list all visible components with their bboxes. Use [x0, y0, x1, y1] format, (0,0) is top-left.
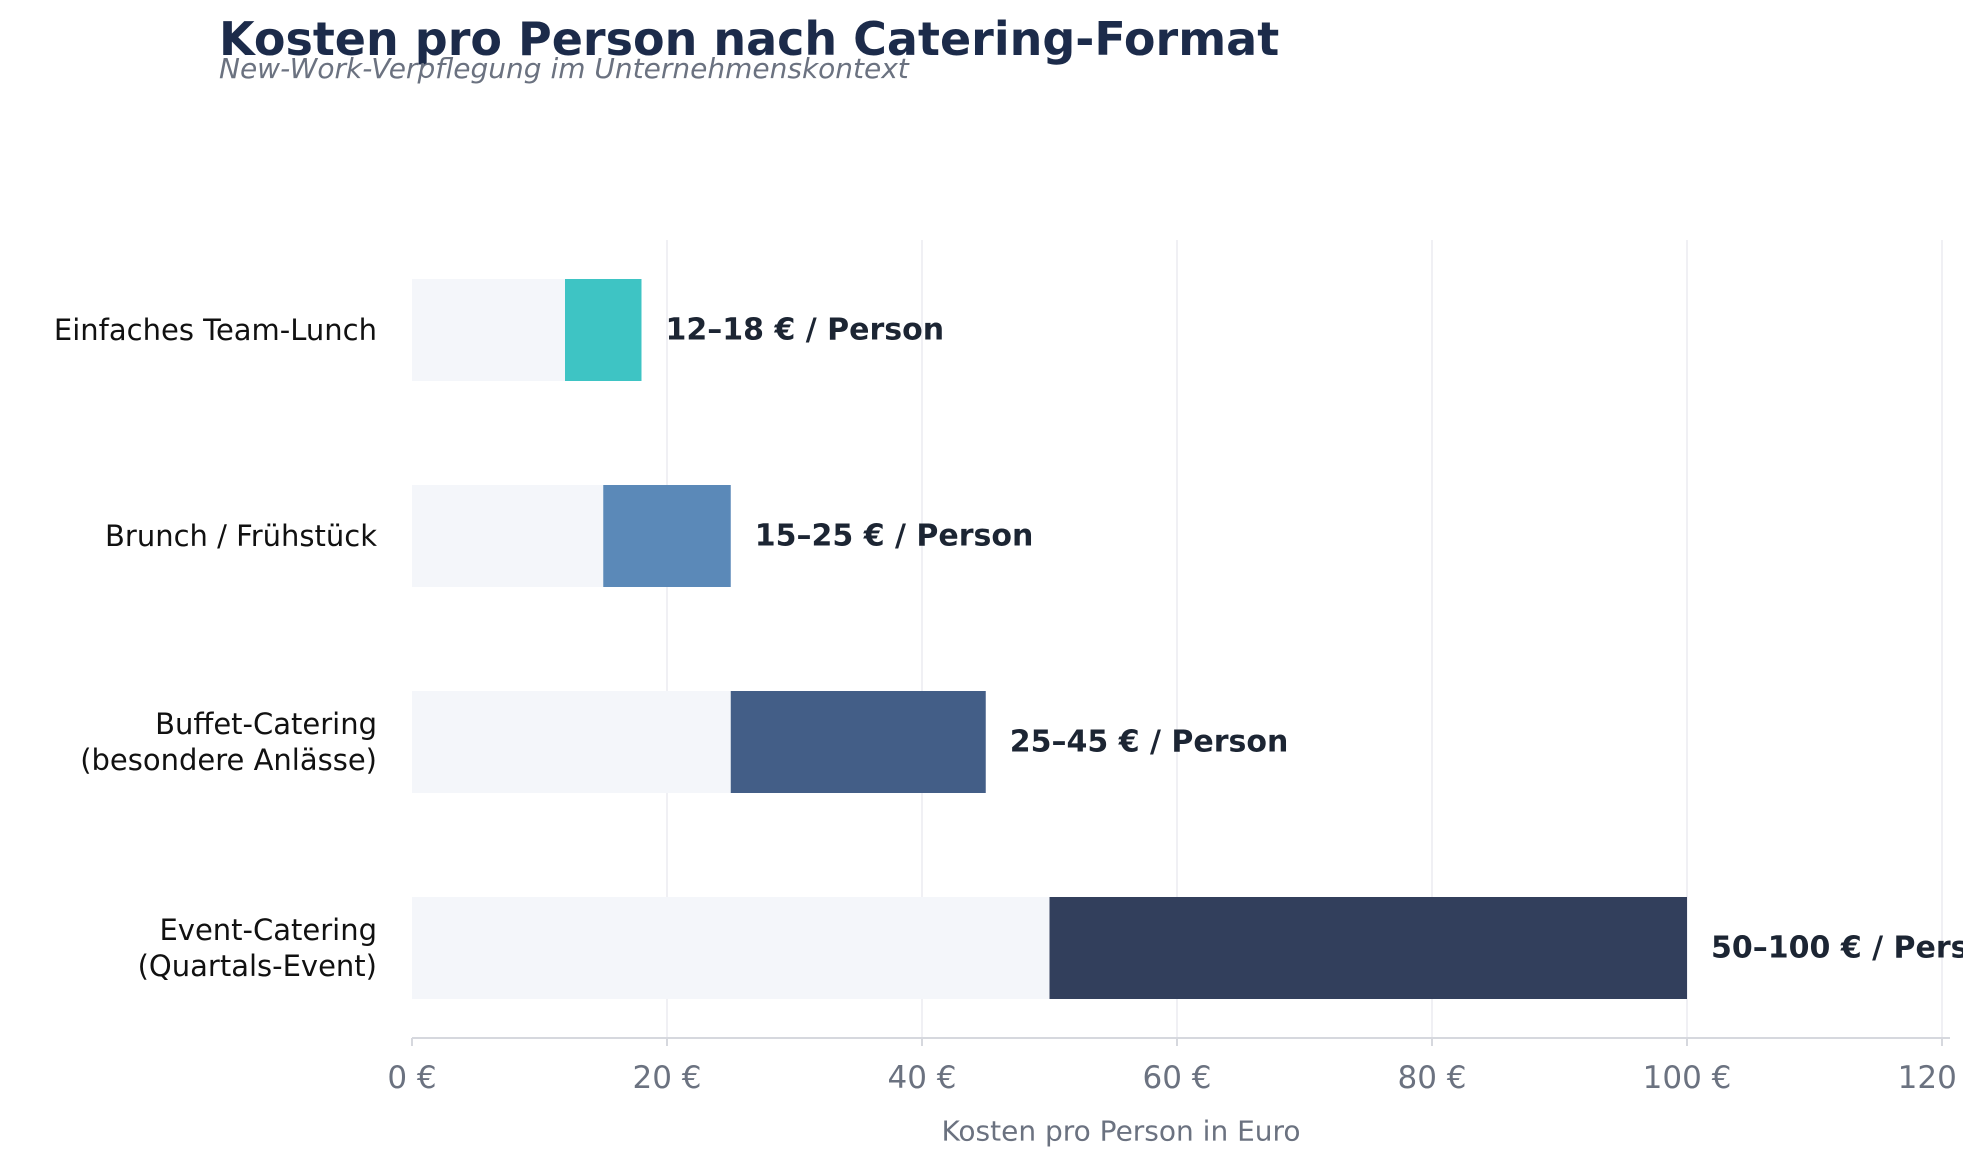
category-label: (Quartals-Event)	[138, 949, 377, 983]
bar-base	[412, 485, 604, 587]
category-label: (besondere Anlässe)	[80, 743, 377, 777]
x-axis: 0 € 20 € 40 € 60 € 80 € 100 € 120 € Kosten pro …	[387, 1037, 1963, 1148]
value-label: 50–100 € / Person	[1711, 931, 1963, 966]
category-label: Event-Catering	[159, 913, 377, 947]
bar-base	[412, 279, 565, 381]
chart-title: Kosten pro Person nach Catering-Format	[219, 12, 1280, 66]
x-tick-label: 120 €	[1898, 1060, 1963, 1096]
bar-range	[603, 485, 731, 587]
bar-base	[412, 691, 731, 793]
x-axis-title: Kosten pro Person in Euro	[941, 1115, 1300, 1148]
value-label: 12–18 € / Person	[666, 313, 945, 348]
x-tick-label: 100 €	[1643, 1060, 1732, 1096]
x-tick-label: 0 €	[387, 1060, 436, 1096]
bar-range	[1049, 897, 1687, 999]
x-tick-label: 80 €	[1397, 1060, 1466, 1096]
category-label: Einfaches Team-Lunch	[54, 313, 377, 347]
x-tick-label: 40 €	[887, 1060, 956, 1096]
category-label: Buffet-Catering	[155, 707, 377, 741]
x-tick-label: 60 €	[1142, 1060, 1211, 1096]
bar-base	[412, 897, 1050, 999]
bar-range	[730, 691, 986, 793]
x-tick-label: 20 €	[632, 1060, 701, 1096]
category-label: Brunch / Frühstück	[105, 519, 377, 553]
bars	[412, 279, 1687, 999]
value-label: 15–25 € / Person	[755, 519, 1034, 554]
value-label: 25–45 € / Person	[1010, 725, 1289, 760]
labels: 12–18 € / Person Einfaches Team-Lunch 15–2…	[54, 313, 1963, 984]
chart-subtitle: New-Work-Verpflegung im Unternehmenskont…	[219, 52, 909, 85]
bar-range	[565, 279, 642, 381]
